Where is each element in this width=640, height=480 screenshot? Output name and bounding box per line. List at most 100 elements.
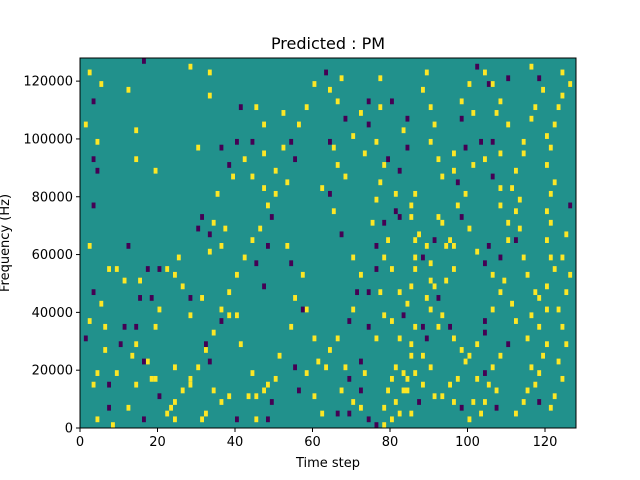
heatmap-cell [545, 208, 549, 215]
heatmap-cell [297, 121, 301, 128]
heatmap-cell [498, 202, 503, 209]
heatmap-cell [467, 416, 472, 423]
heatmap-cell [517, 225, 522, 232]
heatmap-cell [300, 306, 305, 313]
heatmap-cell [359, 271, 363, 278]
heatmap-cell [188, 312, 193, 319]
heatmap-cell [448, 237, 452, 243]
heatmap-cell [498, 98, 503, 105]
heatmap-cell [207, 92, 212, 99]
heatmap-cell [173, 416, 177, 423]
heatmap-cell [374, 335, 379, 342]
heatmap-cell [285, 243, 290, 249]
heatmap-cell [312, 393, 317, 400]
heatmap-cell [250, 173, 255, 180]
heatmap-cell [390, 375, 394, 382]
heatmap-cell [452, 167, 456, 174]
heatmap-cell [560, 323, 565, 330]
heatmap-cell [506, 341, 511, 348]
heatmap-cell [269, 399, 274, 405]
heatmap-cell [525, 271, 530, 278]
heatmap-cell [359, 358, 363, 365]
heatmap-cell [204, 410, 208, 417]
heatmap-cell [130, 352, 135, 359]
heatmap-cell [502, 277, 507, 284]
heatmap-cell [421, 254, 425, 261]
heatmap-cell [401, 127, 406, 134]
heatmap-cell [262, 283, 266, 290]
heatmap-cell [343, 115, 348, 122]
heatmap-cell [262, 150, 266, 157]
heatmap-cell [324, 69, 328, 76]
heatmap-cell [370, 219, 375, 226]
heatmap-cell [343, 364, 348, 371]
heatmap-cell [448, 381, 452, 388]
heatmap-cell [548, 144, 553, 151]
heatmap-cell [99, 300, 104, 307]
heatmap-cell [134, 127, 139, 134]
heatmap-cell [300, 271, 305, 278]
heatmap-cell [548, 254, 553, 261]
heatmap-cell [498, 185, 503, 191]
heatmap-cell [281, 144, 286, 151]
x-tick-label: 120 [533, 435, 558, 450]
heatmap-cell [564, 289, 569, 296]
heatmap-cell [452, 243, 456, 249]
y-axis: 0 20000 40000 60000 80000 100000 120000 [23, 75, 80, 437]
heatmap-cell [405, 300, 410, 307]
heatmap-cell [211, 387, 216, 394]
heatmap-cell [401, 370, 406, 376]
heatmap-cell [266, 202, 270, 209]
heatmap-cell [413, 190, 418, 197]
heatmap-cell [455, 179, 460, 186]
heatmap-cell [541, 352, 545, 359]
heatmap-cell [459, 347, 464, 353]
heatmap-cell [153, 323, 158, 330]
heatmap-cell [548, 219, 553, 226]
heatmap-cell [204, 347, 208, 353]
heatmap-cell [545, 283, 549, 290]
heatmap-cell [494, 404, 499, 411]
heatmap-cell [293, 364, 297, 371]
heatmap-cell [250, 370, 255, 376]
heatmap-cell [269, 214, 274, 220]
heatmap-cell [138, 295, 142, 301]
heatmap-cell [452, 150, 456, 157]
heatmap-cell [471, 162, 476, 168]
heatmap-cell [541, 86, 545, 93]
heatmap-cell [498, 352, 503, 359]
heatmap-cell [413, 237, 418, 243]
heatmap-cell [428, 260, 433, 267]
heatmap-cell [537, 399, 542, 405]
heatmap-cell [455, 202, 460, 209]
heatmap-cell [533, 289, 538, 296]
heatmap-cell [514, 318, 518, 324]
heatmap-cell [339, 387, 344, 394]
heatmap-cell [149, 375, 154, 382]
heatmap-cell [359, 387, 363, 394]
heatmap-cell [254, 393, 259, 400]
heatmap-cell [448, 323, 452, 330]
heatmap-cell [401, 387, 406, 394]
heatmap-cell [366, 289, 371, 296]
heatmap-cell [219, 144, 224, 151]
heatmap-cell [285, 179, 290, 186]
heatmap-cell [514, 410, 518, 417]
heatmap-cell [537, 370, 542, 376]
heatmap-cell [99, 81, 104, 87]
heatmap-cell [521, 138, 526, 145]
heatmap-cell [475, 248, 480, 255]
heatmap-cell [459, 115, 464, 122]
heatmap-cell [393, 364, 398, 371]
heatmap-cell [405, 115, 410, 122]
heatmap-cell [227, 393, 232, 400]
heatmap-cell [560, 92, 565, 99]
heatmap-cell [200, 295, 204, 301]
heatmap-cell [173, 271, 177, 278]
heatmap-cell [207, 248, 212, 255]
heatmap-cell [436, 156, 441, 163]
heatmap-cell [134, 323, 139, 330]
heatmap-cell [483, 399, 487, 405]
heatmap-cell [483, 156, 487, 163]
chart-title: Predicted : PM [271, 34, 385, 53]
